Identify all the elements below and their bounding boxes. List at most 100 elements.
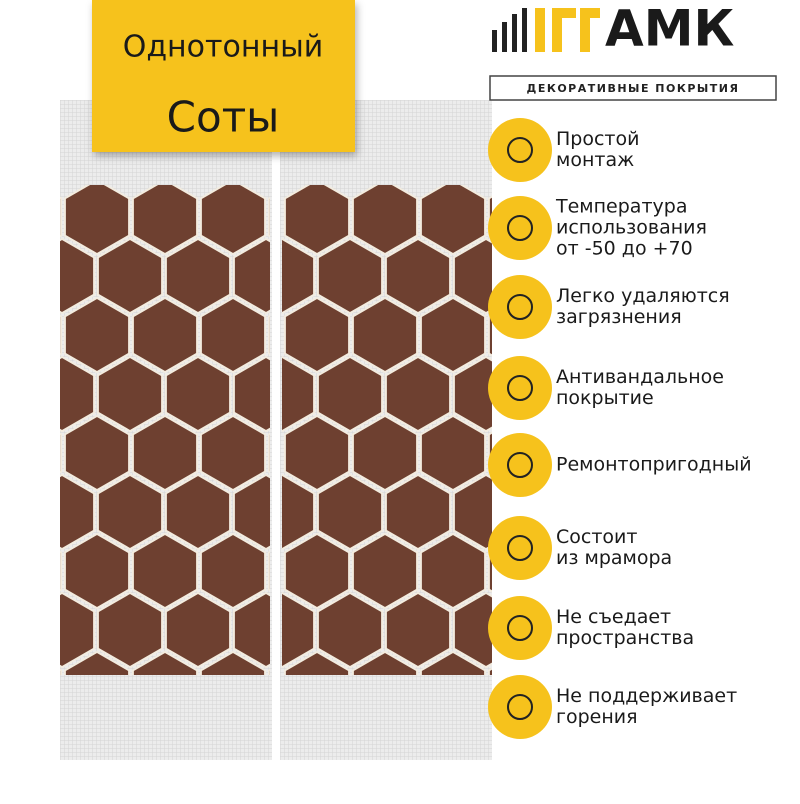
hex-tile [199, 532, 267, 610]
hex-tile [384, 591, 452, 669]
feature-icon-glyph [507, 535, 533, 561]
hex-tile [131, 414, 199, 492]
hex-tile [384, 237, 452, 315]
hex-tile [282, 591, 316, 669]
hex-tile [199, 650, 267, 675]
feature-text: Не поддерживает [556, 685, 737, 707]
hex-tile [452, 237, 492, 315]
hex-tile [419, 414, 487, 492]
hex-tile [96, 591, 164, 669]
hex-tile [419, 650, 487, 675]
hex-tile [60, 591, 96, 669]
hex-tile [164, 591, 232, 669]
feature-icon [488, 356, 552, 420]
hex-tile [96, 355, 164, 433]
tile-group [60, 185, 270, 675]
hex-tile [267, 550, 270, 592]
hex-tile [283, 296, 351, 374]
hex-tile [164, 237, 232, 315]
feature-icon [488, 196, 552, 260]
hex-tile [351, 185, 419, 256]
hex-tile [164, 473, 232, 551]
hex-tile [232, 473, 270, 551]
hex-tile [164, 355, 232, 433]
feature-text: Антивандальное [556, 366, 724, 388]
feature-icon-glyph [507, 694, 533, 720]
hex-tile [131, 650, 199, 675]
feature-icon [488, 275, 552, 339]
hex-tile [63, 296, 131, 374]
hex-tile [282, 473, 316, 551]
tagline-box [489, 75, 777, 101]
hex-tile [452, 473, 492, 551]
hex-tile [283, 414, 351, 492]
hex-tile [232, 355, 270, 433]
feature-text: Ремонтопригодный [556, 454, 752, 476]
hex-tile [316, 355, 384, 433]
hex-tile [452, 591, 492, 669]
feature-icon [488, 118, 552, 182]
hex-tile [199, 414, 267, 492]
feature-icon-glyph [507, 137, 533, 163]
hex-tile [60, 196, 63, 238]
hex-tile [487, 313, 492, 357]
feature-icon-glyph [507, 294, 533, 320]
hex-tile [351, 296, 419, 374]
feature-text: от -50 до +70 [556, 238, 693, 260]
hex-tile [60, 355, 96, 433]
hex-tile [60, 473, 96, 551]
hex-tile [63, 185, 131, 256]
feature-text: покрытие [556, 387, 654, 409]
hex-tile [131, 296, 199, 374]
brand-name: АМК [605, 0, 734, 58]
hex-tile [419, 532, 487, 610]
hex-tile [199, 185, 267, 256]
hex-tile [199, 296, 267, 374]
banner-title: Соты [167, 93, 280, 142]
tile-group [282, 185, 492, 675]
hex-tile [282, 237, 316, 315]
feature-text: Легко удаляются [556, 285, 730, 307]
feature-text: монтаж [556, 149, 634, 171]
hex-tile [316, 237, 384, 315]
hex-tile [63, 650, 131, 675]
feature-text: использования [556, 217, 707, 239]
hex-tile [267, 196, 270, 238]
hex-tile [131, 185, 199, 256]
brand-tagline: ДЕКОРАТИВНЫЕ ПОКРЫТИЯ [527, 82, 740, 95]
feature-text: загрязнения [556, 306, 682, 328]
feature-icon [488, 675, 552, 739]
hex-tile [60, 314, 63, 356]
hex-tile [316, 473, 384, 551]
hex-tile [60, 668, 63, 675]
banner-line: Однотонный [123, 30, 324, 65]
hex-tile [63, 414, 131, 492]
hex-tile [267, 668, 270, 675]
hex-tile [487, 667, 492, 675]
hex-tile [96, 473, 164, 551]
logo-bars [492, 8, 600, 52]
hex-tile [384, 473, 452, 551]
feature-text: Простой [556, 128, 639, 150]
feature-icon [488, 433, 552, 497]
hex-tile [232, 237, 270, 315]
feature-text: Состоит [556, 526, 637, 548]
feature-icon [488, 596, 552, 660]
feature-text: Не съедает [556, 606, 671, 628]
hex-tile [232, 591, 270, 669]
feature-icon [488, 516, 552, 580]
feature-icon-glyph [507, 215, 533, 241]
feature-text: горения [556, 706, 638, 728]
hex-tile [96, 237, 164, 315]
hex-tile [419, 185, 487, 256]
hex-tile [283, 650, 351, 675]
hex-tile [283, 185, 351, 256]
hex-tile [351, 532, 419, 610]
feature-icon-glyph [507, 615, 533, 641]
hex-tile [282, 355, 316, 433]
feature-text: из мрамора [556, 547, 672, 569]
banner [92, 0, 355, 152]
hex-tile [267, 432, 270, 474]
